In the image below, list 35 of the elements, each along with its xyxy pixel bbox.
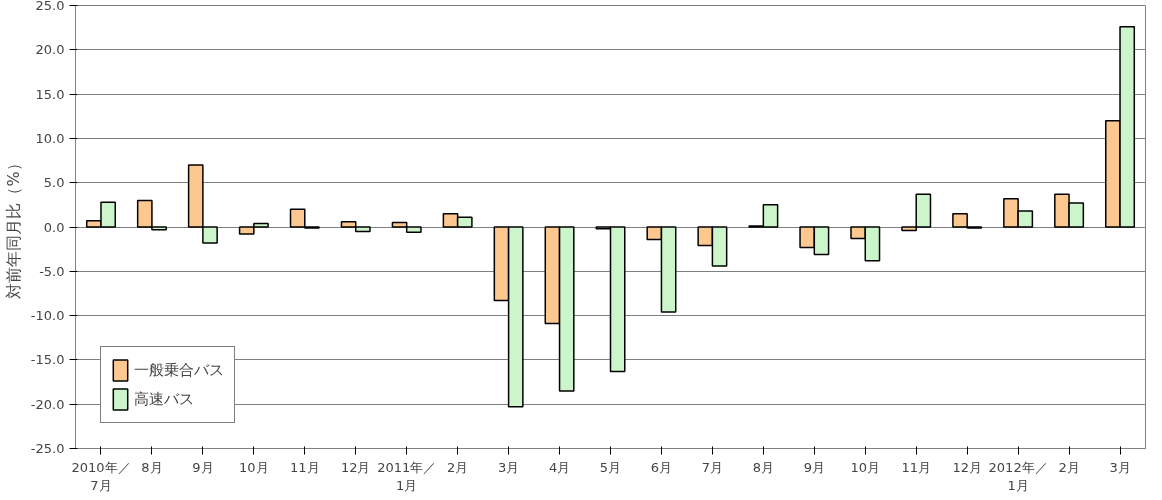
y-tick-label: 15.0 (35, 86, 65, 102)
x-tick-label: 8月 (141, 459, 163, 475)
x-tick-label: 2月 (447, 459, 469, 475)
y-tick-label: 0.0 (43, 219, 65, 235)
y-tick-label: -10.0 (30, 308, 65, 324)
x-tick-label: 2010年／ 7月 (71, 459, 131, 493)
x-tick-label: 8月 (752, 459, 774, 475)
x-tick-label: 2012年／ 1月 (988, 459, 1048, 493)
y-axis-title: 対前年同月比（%） (3, 155, 23, 299)
x-tick-label: 12月 (952, 459, 982, 475)
x-tick-label: 3月 (1109, 459, 1131, 475)
x-tick-label: 12月 (340, 459, 371, 475)
legend-label: 高速バス (134, 389, 194, 409)
x-tick-label: 11月 (290, 459, 320, 475)
y-tick-label: -15.0 (30, 352, 65, 368)
x-tick-label: 10月 (239, 459, 269, 475)
x-tick-label: 11月 (901, 459, 931, 475)
x-tick-label: 7月 (701, 459, 724, 475)
y-tick-label: 25.0 (35, 0, 65, 13)
x-tick-label: 9月 (192, 459, 214, 475)
y-tick-label: 5.0 (43, 175, 65, 191)
legend-label: 一般乗合バス (134, 360, 224, 380)
x-tick-label: 6月 (650, 459, 673, 475)
x-tick-label: 4月 (548, 459, 571, 475)
y-tick-label: -20.0 (30, 396, 65, 412)
x-tick-label: 2011年／ 1月 (377, 459, 437, 493)
y-tick-label: 20.0 (35, 42, 65, 58)
y-tick-label: 10.0 (35, 130, 65, 146)
x-tick-label: 2月 (1058, 459, 1080, 475)
y-tick-label: -5.0 (39, 263, 65, 279)
x-tick-label: 10月 (850, 459, 881, 475)
x-tick-label: 9月 (803, 459, 825, 475)
y-tick-label: -25.0 (30, 441, 65, 456)
x-tick-label: 5月 (599, 459, 622, 475)
x-tick-label: 3月 (497, 459, 520, 475)
